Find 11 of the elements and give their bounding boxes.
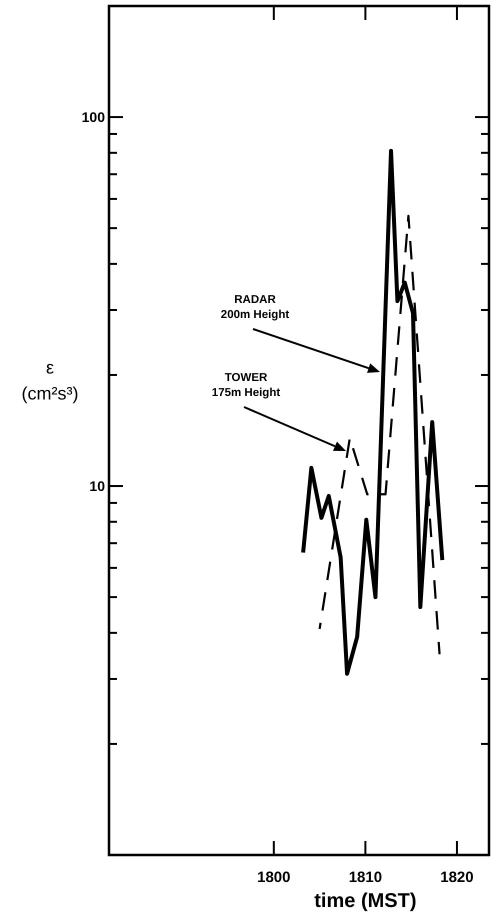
x-tick-label: 1800 [257,869,291,886]
y-tick-label: 10 [89,478,106,494]
x-axis-title: time (MST) [314,890,416,912]
y-tick-label: 100 [82,109,106,126]
y-axis-title: ε (cm²s³) [22,358,78,404]
line-series [301,148,444,676]
annotation: TOWER 175m Height [212,372,280,399]
line-series [318,214,441,656]
annotation: RADAR 200m Height [220,294,290,321]
x-tick-label: 1820 [440,869,474,886]
x-tick-label: 1810 [348,869,382,886]
